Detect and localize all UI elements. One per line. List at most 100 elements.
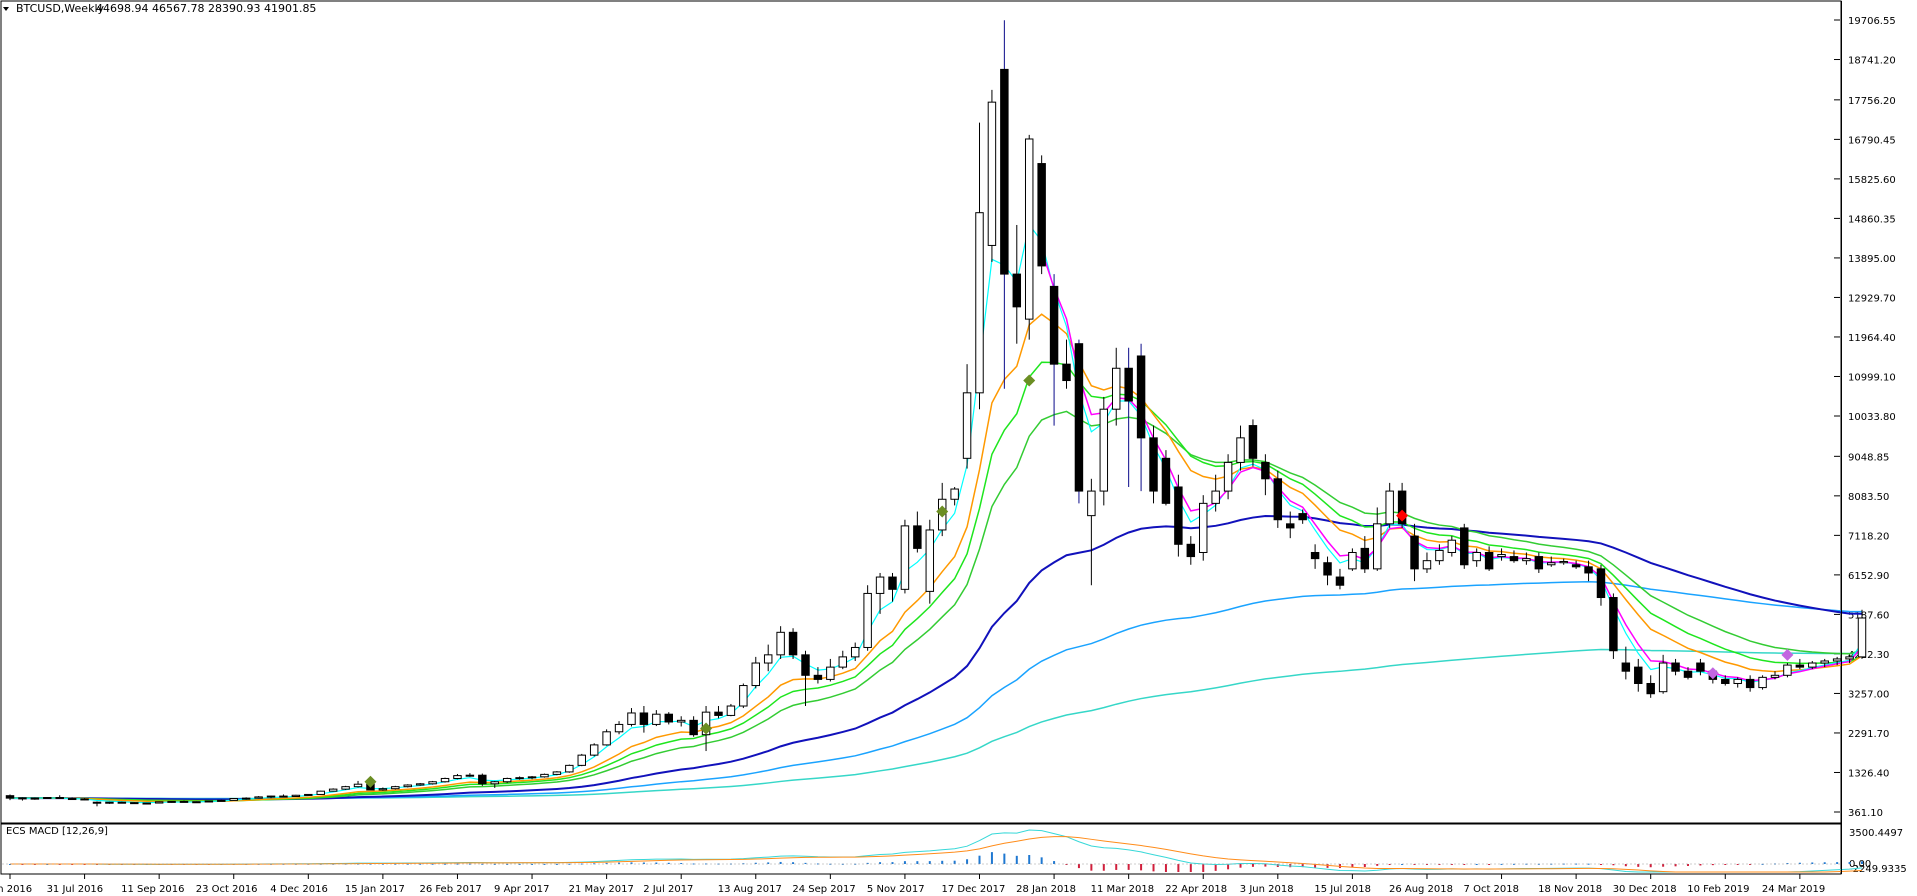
macd-histogram-bar (1028, 855, 1031, 864)
candle-bullish (291, 794, 301, 797)
candle-bearish (179, 800, 189, 803)
candle-bearish (1571, 564, 1581, 568)
signal-diamond-red-marker (1396, 509, 1409, 522)
macd-histogram-bar (1164, 864, 1167, 872)
macd-histogram-bar (692, 863, 695, 865)
candle-bullish (602, 731, 611, 746)
x-tick-label: 3 Jun 2018 (1240, 884, 1294, 895)
y-tick-label: 15825.60 (1848, 175, 1896, 186)
macd-histogram-bar (568, 863, 571, 865)
macd-histogram-bar (1264, 864, 1267, 867)
candle-bullish (1385, 490, 1394, 525)
macd-histogram-bar (1077, 864, 1080, 869)
macd-histogram-bar (754, 862, 757, 864)
candle-bullish (962, 392, 972, 459)
macd-histogram-bar (1711, 864, 1714, 866)
y-tick-label: 6152.90 (1848, 571, 1889, 582)
candles-layer (5, 20, 1867, 807)
candle-bearish (1397, 490, 1407, 525)
macd-histogram-bar (804, 862, 807, 864)
candle-bearish (1621, 662, 1631, 672)
macd-histogram-bar (1425, 864, 1428, 865)
macd-histogram-bar (891, 862, 894, 864)
macd-histogram-bar (1003, 853, 1006, 864)
candle-bullish (490, 781, 499, 785)
candle-bullish (1832, 658, 1842, 662)
candle-bearish (1323, 562, 1332, 576)
macd-histogram-bar (1848, 862, 1851, 864)
candle-bearish (1683, 670, 1693, 678)
x-tick-label: 31 Jul 2016 (47, 884, 104, 895)
macd-histogram-bar (1227, 864, 1230, 870)
candle-bullish (1348, 551, 1357, 570)
signal-diamond-olive-marker (700, 722, 713, 735)
macd-histogram-bar (493, 863, 496, 865)
candle-bullish (167, 800, 176, 803)
macd-histogram-bar (1624, 864, 1627, 867)
candle-bullish (863, 592, 872, 648)
y-axis-grid-lines (1834, 19, 1840, 813)
candle-bearish (1273, 478, 1283, 521)
macd-histogram-bar (1500, 863, 1503, 865)
macd-histogram-bar (1065, 864, 1068, 865)
candle-bearish (1012, 273, 1022, 308)
candle-bullish (1808, 662, 1817, 668)
candle-bearish (813, 674, 823, 680)
candle-bullish (1236, 437, 1245, 463)
y-tick-label: 10999.10 (1848, 372, 1896, 383)
candle-bearish (1609, 597, 1618, 652)
y-tick-label: 8083.50 (1848, 492, 1889, 503)
candle-bullish (266, 795, 276, 798)
macd-histogram-bar (1214, 864, 1217, 871)
candle-bullish (403, 784, 412, 788)
macd-histogram-bar (767, 862, 770, 864)
candle-bullish (241, 797, 251, 800)
macd-histogram-bar (928, 861, 931, 864)
candle-bullish (739, 685, 748, 707)
macd-histogram-bar (879, 862, 882, 864)
candle-bearish (1509, 556, 1519, 562)
candle-bullish (676, 719, 686, 723)
y-tick-label: 4222.30 (1848, 650, 1889, 661)
macd-histogram-bar (903, 861, 906, 864)
candle-bearish (1174, 486, 1183, 545)
y-tick-label: 12929.70 (1848, 293, 1896, 304)
signal-diamond-olive-marker (936, 505, 949, 518)
x-tick-label: 2 Jul 2017 (643, 884, 693, 895)
header-ohlc-text: 44698.94 46567.78 28390.93 41901.85 (96, 2, 316, 15)
y-tick-label: 2291.70 (1848, 729, 1889, 740)
macd-histogram-bar (966, 859, 969, 864)
macd-histogram-bar (1861, 861, 1863, 864)
macd-histogram-bar (1823, 862, 1826, 864)
candle-bullish (614, 723, 624, 733)
macd-histogram-bar (1749, 864, 1752, 865)
macd-histogram-bar (1140, 864, 1143, 871)
macd-histogram-bar (1363, 864, 1366, 868)
candle-bullish (1733, 678, 1742, 684)
y-tick-label: 1326.40 (1848, 768, 1889, 779)
candle-bearish (1037, 163, 1046, 267)
y-tick-label: 7118.20 (1848, 531, 1889, 542)
candle-bullish (254, 796, 263, 799)
signal-diamond-violet-marker (1781, 648, 1794, 661)
candle-bullish (1099, 408, 1109, 492)
candle-bullish (515, 777, 524, 780)
candle-bearish (1136, 355, 1146, 439)
candle-bullish (341, 786, 350, 790)
macd-histogram-bar (1724, 864, 1727, 865)
candle-bearish (1646, 682, 1655, 695)
macd-histogram-bar (1102, 864, 1105, 871)
candle-bearish (1634, 666, 1643, 684)
macd-histogram-bar (431, 863, 434, 865)
candle-bullish (353, 783, 363, 788)
candle-bullish (1422, 560, 1432, 570)
candle-bearish (1161, 457, 1171, 504)
candle-bullish (154, 801, 164, 804)
macd-histogram-bar (543, 863, 546, 865)
candle-bearish (67, 798, 77, 801)
candle-bullish (850, 646, 860, 658)
candle-bearish (1671, 662, 1680, 672)
macd-histogram-bar (1637, 864, 1640, 867)
